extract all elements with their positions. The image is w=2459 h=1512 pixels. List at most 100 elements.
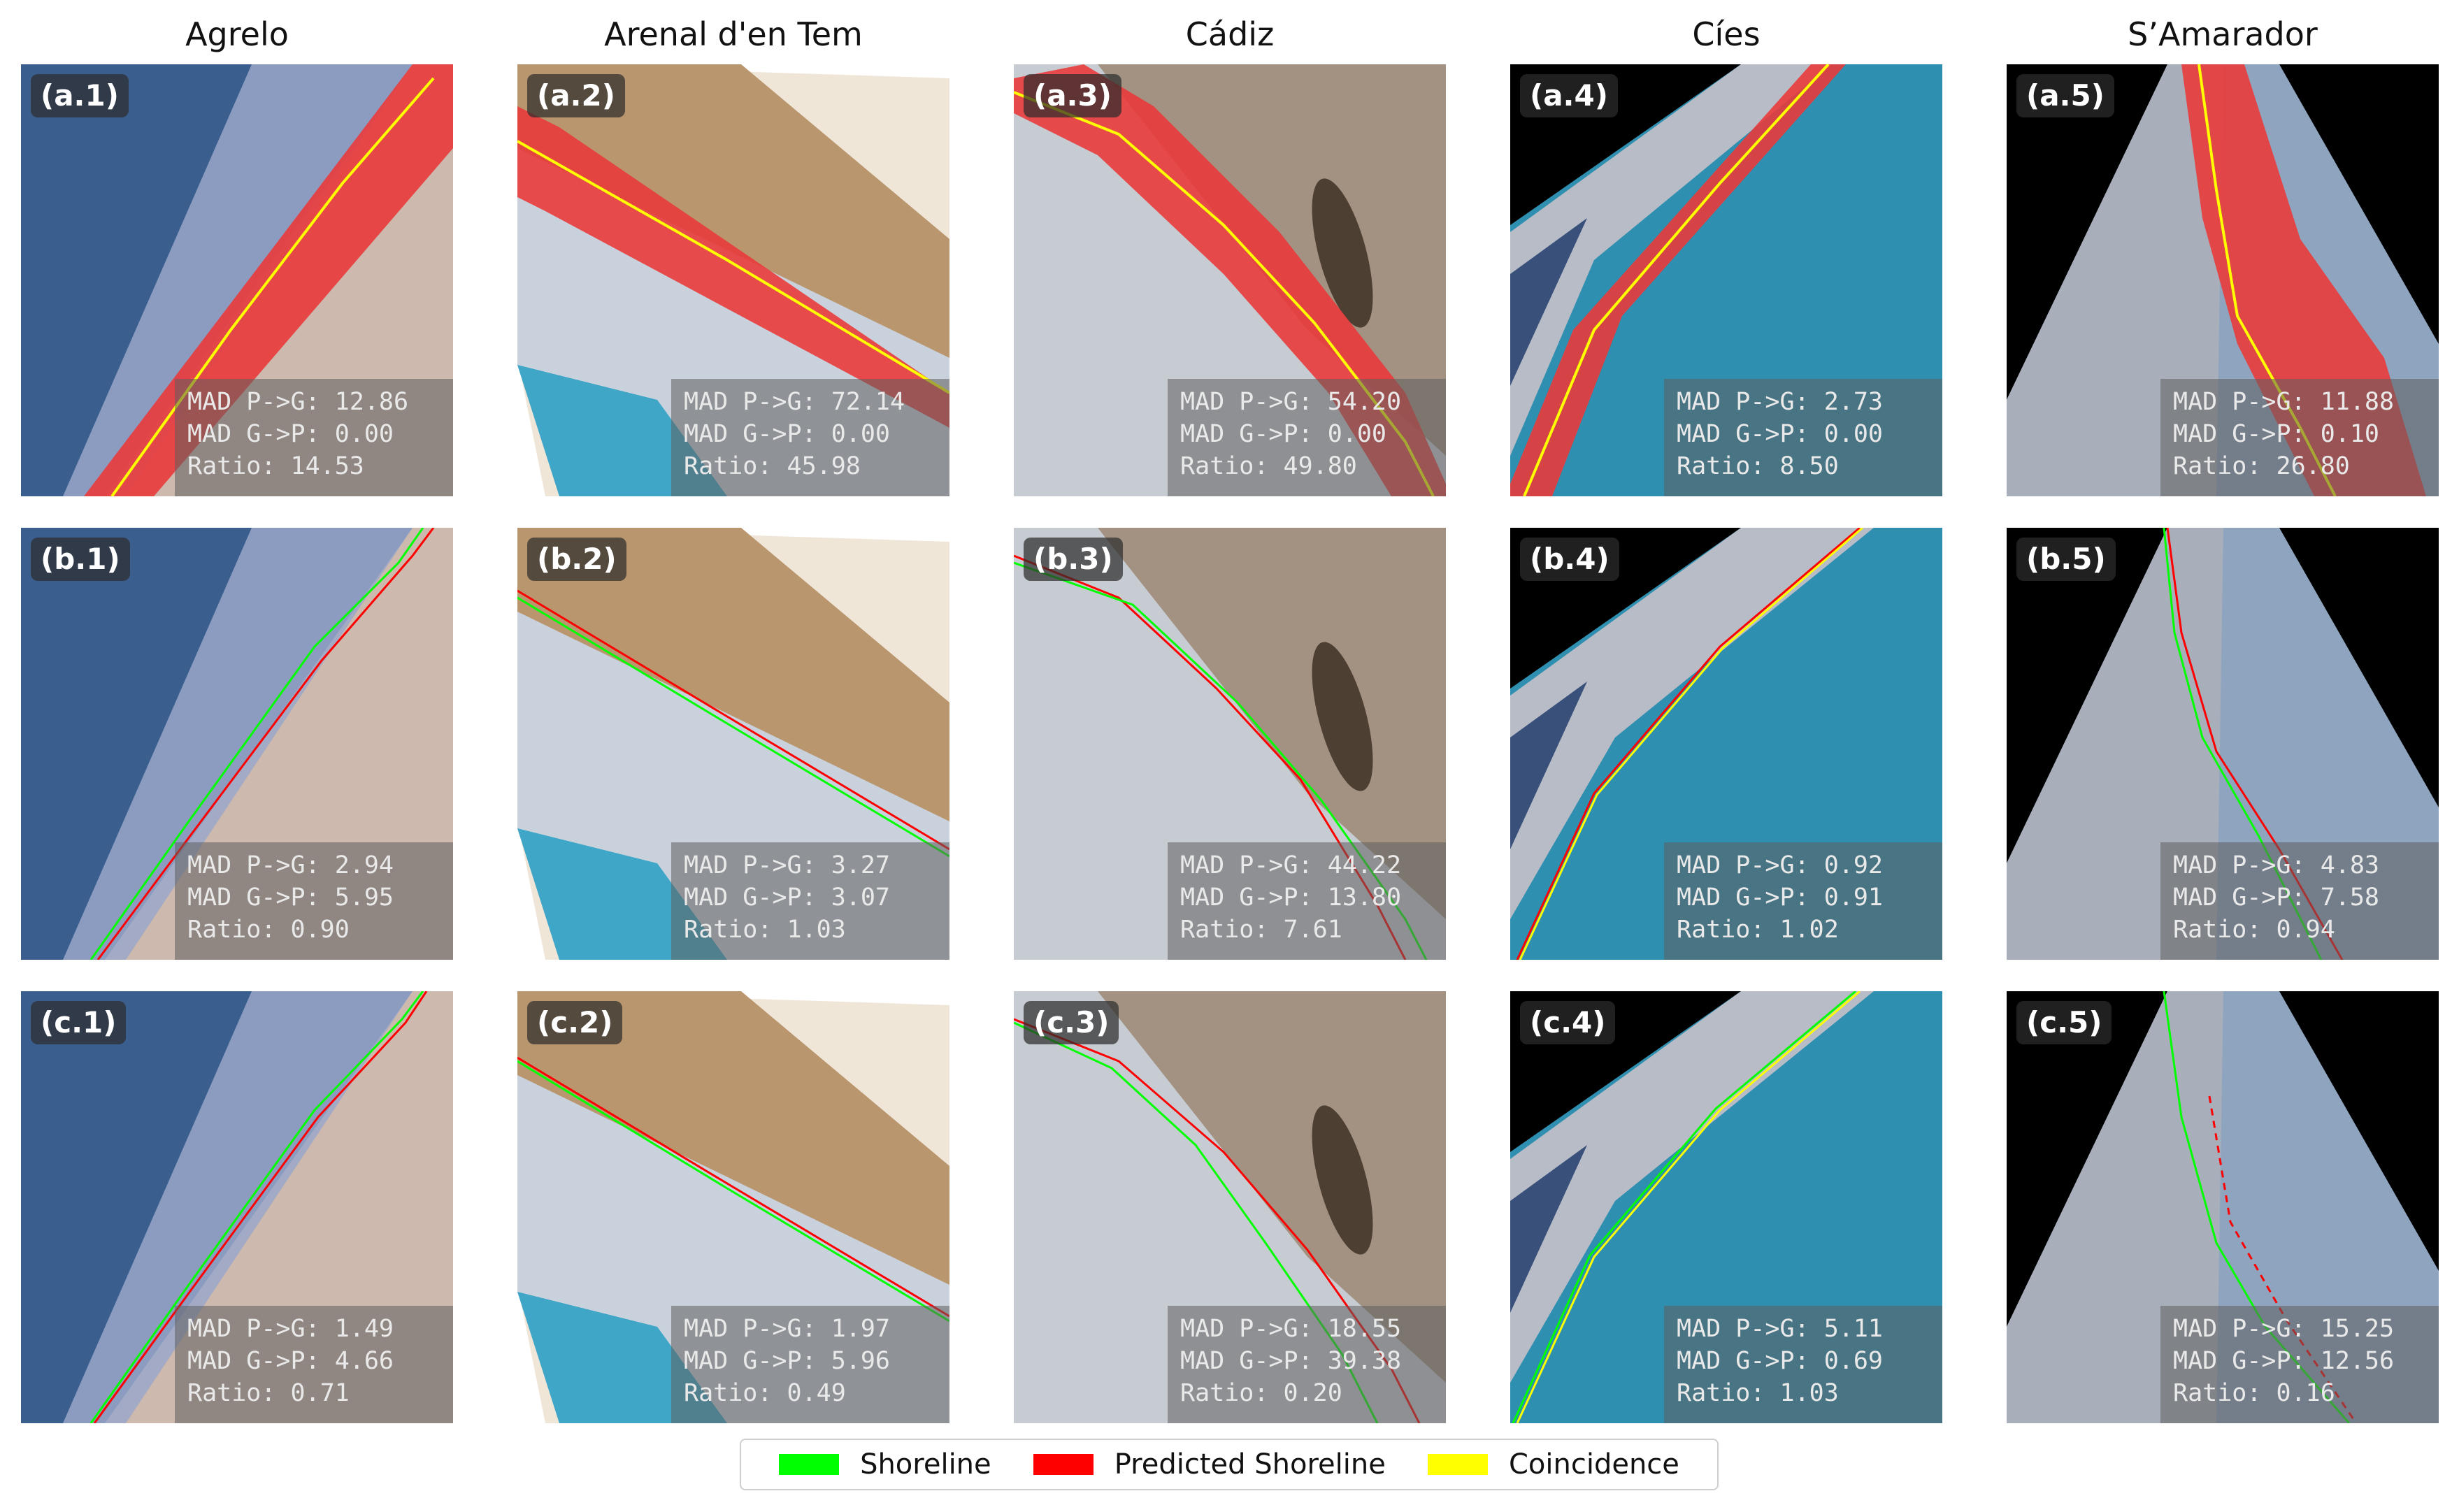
- panel-tag: (b.1): [31, 538, 130, 581]
- mad-p-to-g: MAD P->G: 2.73: [1677, 388, 1884, 416]
- panel-tag: (a.4): [1520, 74, 1618, 117]
- mad-g-to-p: MAD G->P: 5.95: [187, 884, 394, 912]
- ratio: Ratio: 0.90: [187, 916, 350, 944]
- mad-p-to-g: MAD P->G: 5.11: [1677, 1315, 1884, 1343]
- mad-p-to-g: MAD P->G: 1.49: [187, 1315, 394, 1343]
- metrics-box: MAD P->G: 2.94 MAD G->P: 5.95 Ratio: 0.9…: [175, 842, 453, 960]
- column-title-arenal: Arenal d'en Tem: [604, 15, 863, 53]
- panel-tag: (b.4): [1520, 538, 1619, 581]
- panel-b1: (b.1) MAD P->G: 2.94 MAD G->P: 5.95 Rati…: [21, 528, 453, 960]
- ratio: Ratio: 0.49: [684, 1379, 846, 1407]
- mad-g-to-p: MAD G->P: 0.00: [1180, 420, 1387, 448]
- mad-g-to-p: MAD G->P: 0.91: [1677, 884, 1884, 912]
- column-title-cies: Cíes: [1692, 15, 1761, 53]
- mad-p-to-g: MAD P->G: 54.20: [1180, 388, 1402, 416]
- legend-swatch-predicted: [1033, 1454, 1094, 1475]
- legend: Shoreline Predicted Shoreline Coincidenc…: [740, 1439, 1719, 1490]
- mad-p-to-g: MAD P->G: 2.94: [187, 851, 394, 879]
- metrics-box: MAD P->G: 72.14 MAD G->P: 0.00 Ratio: 45…: [671, 379, 949, 496]
- mad-p-to-g: MAD P->G: 1.97: [684, 1315, 891, 1343]
- mad-g-to-p: MAD G->P: 0.00: [187, 420, 394, 448]
- ratio: Ratio: 1.03: [1677, 1379, 1839, 1407]
- mad-p-to-g: MAD P->G: 3.27: [684, 851, 891, 879]
- metrics-box: MAD P->G: 54.20 MAD G->P: 0.00 Ratio: 49…: [1168, 379, 1446, 496]
- ratio: Ratio: 49.80: [1180, 452, 1357, 480]
- panel-tag: (a.2): [527, 74, 625, 117]
- panel-c4: (c.4) MAD P->G: 5.11 MAD G->P: 0.69 Rati…: [1510, 991, 1942, 1423]
- metrics-box: MAD P->G: 11.88 MAD G->P: 0.10 Ratio: 26…: [2160, 379, 2439, 496]
- column-title-agrelo: Agrelo: [185, 15, 289, 53]
- panel-tag: (c.3): [1024, 1001, 1119, 1044]
- mad-p-to-g: MAD P->G: 44.22: [1180, 851, 1402, 879]
- ratio: Ratio: 0.20: [1180, 1379, 1342, 1407]
- panel-tag: (a.1): [31, 74, 129, 117]
- ratio: Ratio: 1.02: [1677, 916, 1839, 944]
- mad-g-to-p: MAD G->P: 13.80: [1180, 884, 1402, 912]
- panel-tag: (c.5): [2016, 1001, 2112, 1044]
- mad-g-to-p: MAD G->P: 5.96: [684, 1347, 891, 1375]
- metrics-box: MAD P->G: 5.11 MAD G->P: 0.69 Ratio: 1.0…: [1664, 1306, 1942, 1423]
- ratio: Ratio: 7.61: [1180, 916, 1342, 944]
- panel-c5: (c.5) MAD P->G: 15.25 MAD G->P: 12.56 Ra…: [2007, 991, 2439, 1423]
- ratio: Ratio: 0.94: [2173, 916, 2335, 944]
- column-title-cadiz: Cádiz: [1185, 15, 1275, 53]
- metrics-box: MAD P->G: 3.27 MAD G->P: 3.07 Ratio: 1.0…: [671, 842, 949, 960]
- panel-b3: (b.3) MAD P->G: 44.22 MAD G->P: 13.80 Ra…: [1014, 528, 1446, 960]
- mad-g-to-p: MAD G->P: 39.38: [1180, 1347, 1402, 1375]
- panel-a3: (a.3) MAD P->G: 54.20 MAD G->P: 0.00 Rat…: [1014, 64, 1446, 496]
- mad-g-to-p: MAD G->P: 0.10: [2173, 420, 2380, 448]
- panel-tag: (c.1): [31, 1001, 127, 1044]
- mad-p-to-g: MAD P->G: 72.14: [684, 388, 905, 416]
- panel-a2: (a.2) MAD P->G: 72.14 MAD G->P: 0.00 Rat…: [517, 64, 949, 496]
- mad-g-to-p: MAD G->P: 0.69: [1677, 1347, 1884, 1375]
- panel-tag: (b.2): [527, 538, 626, 581]
- panel-a5: (a.5) MAD P->G: 11.88 MAD G->P: 0.10 Rat…: [2007, 64, 2439, 496]
- mad-p-to-g: MAD P->G: 15.25: [2173, 1315, 2395, 1343]
- metrics-box: MAD P->G: 1.97 MAD G->P: 5.96 Ratio: 0.4…: [671, 1306, 949, 1423]
- legend-label: Predicted Shoreline: [1114, 1448, 1386, 1481]
- panel-tag: (c.4): [1520, 1001, 1616, 1044]
- mad-p-to-g: MAD P->G: 12.86: [187, 388, 409, 416]
- mad-p-to-g: MAD P->G: 4.83: [2173, 851, 2380, 879]
- panel-c3: (c.3) MAD P->G: 18.55 MAD G->P: 39.38 Ra…: [1014, 991, 1446, 1423]
- panel-tag: (a.5): [2016, 74, 2114, 117]
- mad-g-to-p: MAD G->P: 3.07: [684, 884, 891, 912]
- ratio: Ratio: 0.16: [2173, 1379, 2335, 1407]
- mad-p-to-g: MAD P->G: 11.88: [2173, 388, 2395, 416]
- ratio: Ratio: 0.71: [187, 1379, 350, 1407]
- mad-p-to-g: MAD P->G: 0.92: [1677, 851, 1884, 879]
- ratio: Ratio: 8.50: [1677, 452, 1839, 480]
- beach-image-cadiz: [1014, 64, 1446, 496]
- legend-item-predicted: Predicted Shoreline: [1033, 1448, 1386, 1481]
- panel-tag: (b.3): [1024, 538, 1123, 581]
- metrics-box: MAD P->G: 1.49 MAD G->P: 4.66 Ratio: 0.7…: [175, 1306, 453, 1423]
- metrics-box: MAD P->G: 12.86 MAD G->P: 0.00 Ratio: 14…: [175, 379, 453, 496]
- panel-tag: (a.3): [1024, 74, 1121, 117]
- mad-g-to-p: MAD G->P: 7.58: [2173, 884, 2380, 912]
- panel-a1: (a.1) MAD P->G: 12.86 MAD G->P: 0.00 Rat…: [21, 64, 453, 496]
- column-title-samarador: S’Amarador: [2128, 15, 2318, 53]
- panel-b2: (b.2) MAD P->G: 3.27 MAD G->P: 3.07 Rati…: [517, 528, 949, 960]
- ratio: Ratio: 14.53: [187, 452, 364, 480]
- mad-g-to-p: MAD G->P: 0.00: [1677, 420, 1884, 448]
- ratio: Ratio: 26.80: [2173, 452, 2350, 480]
- metrics-box: MAD P->G: 4.83 MAD G->P: 7.58 Ratio: 0.9…: [2160, 842, 2439, 960]
- panel-tag: (b.5): [2016, 538, 2116, 581]
- mad-g-to-p: MAD G->P: 12.56: [2173, 1347, 2395, 1375]
- ratio: Ratio: 1.03: [684, 916, 846, 944]
- mad-g-to-p: MAD G->P: 0.00: [684, 420, 891, 448]
- ratio: Ratio: 45.98: [684, 452, 861, 480]
- legend-label: Shoreline: [860, 1448, 991, 1481]
- legend-swatch-shoreline: [779, 1454, 840, 1475]
- panel-a4: (a.4) MAD P->G: 2.73 MAD G->P: 0.00 Rati…: [1510, 64, 1942, 496]
- legend-item-shoreline: Shoreline: [779, 1448, 991, 1481]
- legend-label: Coincidence: [1508, 1448, 1679, 1481]
- metrics-box: MAD P->G: 44.22 MAD G->P: 13.80 Ratio: 7…: [1168, 842, 1446, 960]
- metrics-box: MAD P->G: 2.73 MAD G->P: 0.00 Ratio: 8.5…: [1664, 379, 1942, 496]
- panel-b4: (b.4) MAD P->G: 0.92 MAD G->P: 0.91 Rati…: [1510, 528, 1942, 960]
- legend-item-coincidence: Coincidence: [1427, 1448, 1679, 1481]
- panel-b5: (b.5) MAD P->G: 4.83 MAD G->P: 7.58 Rati…: [2007, 528, 2439, 960]
- panel-tag: (c.2): [527, 1001, 623, 1044]
- metrics-box: MAD P->G: 18.55 MAD G->P: 39.38 Ratio: 0…: [1168, 1306, 1446, 1423]
- metrics-box: MAD P->G: 0.92 MAD G->P: 0.91 Ratio: 1.0…: [1664, 842, 1942, 960]
